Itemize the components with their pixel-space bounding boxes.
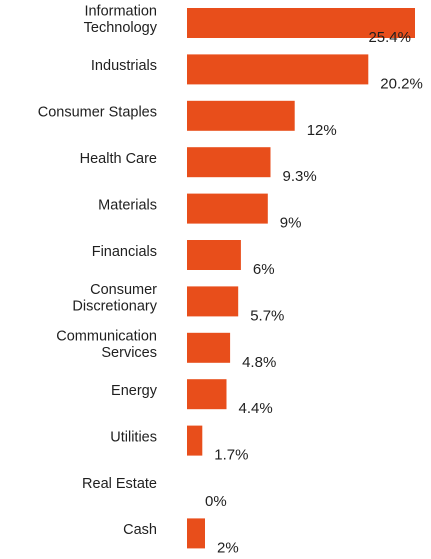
bar-row: Information Technology 25.4% [84, 4, 415, 46]
value-label: 2% [217, 539, 239, 556]
bar-row: Consumer Staples 12% [38, 100, 337, 139]
bar-row: Cash 2% [123, 518, 239, 556]
value-label: 20.2% [380, 75, 423, 92]
bar-row: Financials 6% [92, 240, 275, 278]
bar [187, 518, 205, 549]
bar-row: Energy 4.4% [111, 379, 273, 417]
bar-row: Consumer Discretionary 5.7% [72, 282, 284, 324]
bar [187, 147, 271, 178]
bar [187, 425, 203, 456]
category-label-line: Information [84, 4, 157, 20]
category-label-line: Services [101, 345, 157, 361]
value-label: 4.8% [242, 354, 276, 371]
category-label: Industrials [91, 58, 157, 74]
category-label-line: Energy [111, 383, 158, 399]
category-label-line: Cash [123, 522, 157, 538]
category-label-line: Consumer [90, 282, 157, 298]
category-label: Consumer Staples [38, 105, 157, 121]
category-label: Consumer Discretionary [72, 282, 157, 315]
category-label: Energy [111, 383, 158, 399]
bar [187, 54, 369, 85]
bar-row: Real Estate 0% [82, 476, 227, 510]
category-label: Utilities [110, 429, 157, 445]
bar [187, 332, 231, 363]
category-label: Health Care [80, 151, 157, 167]
bar-row: Health Care 9.3% [80, 147, 317, 185]
bar [187, 240, 241, 270]
value-label: 25.4% [368, 29, 411, 46]
value-label: 6% [253, 261, 275, 278]
category-label-line: Real Estate [82, 476, 157, 492]
category-label-line: Communication [56, 328, 157, 344]
bar [187, 8, 415, 38]
bar-row: Utilities 1.7% [110, 425, 249, 464]
value-label: 9.3% [283, 168, 317, 185]
value-label: 0% [205, 493, 227, 510]
category-label-line: Materials [98, 197, 157, 213]
category-label-line: Health Care [80, 151, 157, 167]
category-label: Materials [98, 197, 157, 213]
category-label-line: Industrials [91, 58, 157, 74]
category-label-line: Utilities [110, 429, 157, 445]
bar-row: Materials 9% [98, 193, 302, 232]
category-label: Communication Services [56, 328, 157, 361]
value-label: 12% [307, 122, 337, 139]
category-label-line: Technology [84, 20, 158, 36]
category-label: Cash [123, 522, 157, 538]
bar [187, 379, 227, 410]
category-label-line: Discretionary [72, 298, 157, 314]
value-label: 1.7% [214, 447, 248, 464]
bar-row: Communication Services 4.8% [56, 328, 276, 370]
category-label-line: Financials [92, 244, 157, 260]
category-label: Information Technology [84, 4, 158, 37]
category-label: Real Estate [82, 476, 157, 492]
bar [187, 193, 268, 224]
value-label: 9% [280, 215, 302, 232]
category-label-line: Consumer Staples [38, 105, 157, 121]
value-label: 5.7% [250, 307, 284, 324]
bar [187, 100, 295, 131]
category-label: Financials [92, 244, 157, 260]
value-label: 4.4% [239, 400, 273, 417]
bar-row: Industrials 20.2% [91, 54, 423, 92]
bar [187, 286, 239, 317]
